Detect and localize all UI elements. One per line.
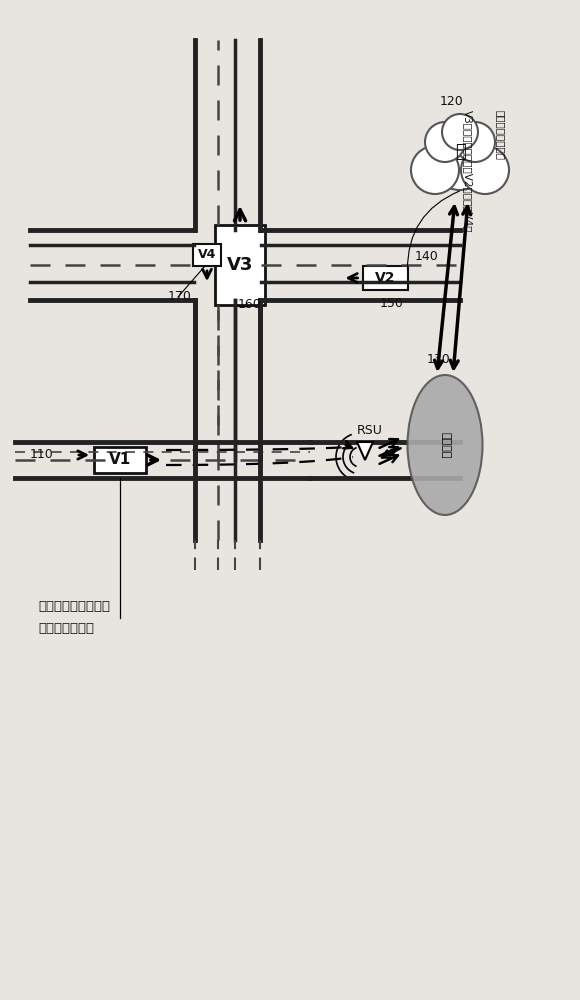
Circle shape	[411, 146, 459, 194]
Text: 云: 云	[455, 143, 465, 161]
Text: 可能无法进行通信: 可能无法进行通信	[495, 110, 505, 160]
Text: 160: 160	[238, 298, 262, 311]
Circle shape	[425, 122, 465, 162]
Circle shape	[442, 114, 478, 150]
Text: 130: 130	[427, 353, 451, 366]
Text: V2: V2	[375, 271, 395, 285]
Text: 云和车辆之间的多跳: 云和车辆之间的多跳	[38, 600, 110, 613]
Text: RSU: RSU	[357, 424, 383, 437]
FancyBboxPatch shape	[362, 266, 408, 290]
Polygon shape	[357, 442, 373, 460]
Text: 170: 170	[168, 290, 192, 303]
Text: 150: 150	[380, 297, 404, 310]
Ellipse shape	[408, 375, 483, 515]
Text: V3是大型车辆。所以V2无法看见V4，: V3是大型车辆。所以V2无法看见V4，	[463, 110, 473, 232]
Text: 140: 140	[415, 250, 438, 263]
Circle shape	[455, 122, 495, 162]
FancyBboxPatch shape	[215, 225, 265, 305]
Text: V3: V3	[227, 256, 253, 274]
Text: 110: 110	[30, 448, 54, 461]
Text: V4: V4	[198, 248, 216, 261]
Text: V1: V1	[109, 452, 131, 468]
FancyBboxPatch shape	[94, 447, 146, 473]
Circle shape	[430, 130, 490, 190]
Text: 120: 120	[440, 95, 464, 108]
Text: 通信导致长延迟: 通信导致长延迟	[38, 622, 94, 635]
Text: 核心网络: 核心网络	[440, 432, 450, 458]
FancyBboxPatch shape	[193, 244, 221, 266]
Circle shape	[461, 146, 509, 194]
